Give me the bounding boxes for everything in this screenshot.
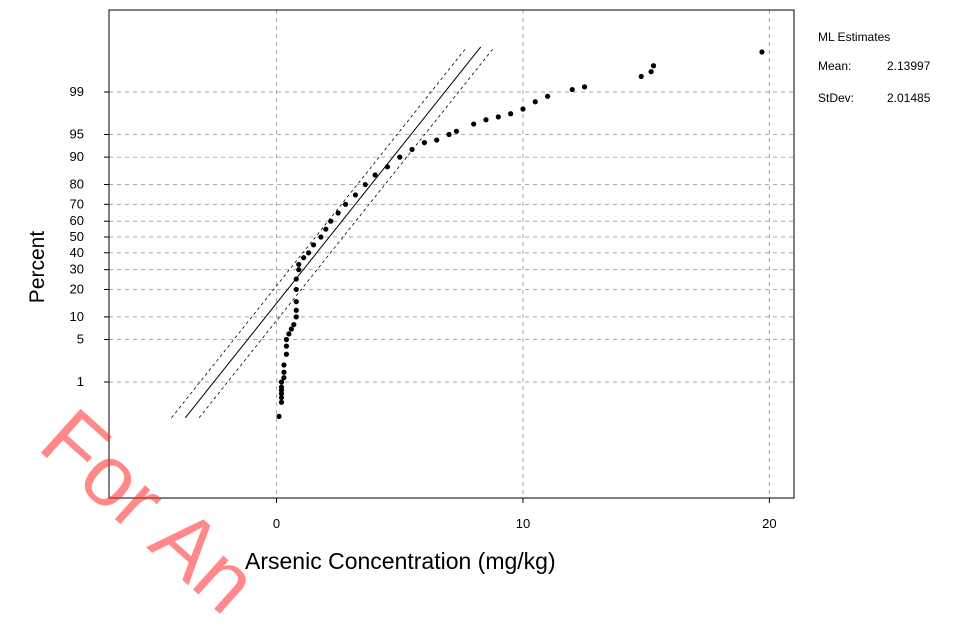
- data-point: [520, 106, 526, 112]
- data-point: [278, 379, 285, 385]
- confidence-band-line: [171, 46, 468, 419]
- plot-frame: [108, 9, 795, 499]
- x-tick-label: 20: [762, 516, 776, 531]
- data-point: [372, 172, 378, 178]
- fit-line: [184, 46, 482, 419]
- data-point: [310, 242, 317, 248]
- data-point: [581, 84, 588, 90]
- y-tick-label: 1: [77, 374, 84, 389]
- y-tick-label: 10: [70, 309, 84, 324]
- data-point: [283, 336, 290, 343]
- data-point: [759, 49, 765, 55]
- data-point: [278, 399, 285, 405]
- y-tick-label: 99: [70, 84, 84, 99]
- y-tick-label: 5: [77, 332, 84, 347]
- data-point: [283, 343, 290, 349]
- data-point: [293, 286, 299, 293]
- data-point: [323, 226, 329, 232]
- data-point: [293, 299, 299, 305]
- data-point: [569, 86, 575, 93]
- data-point: [453, 128, 460, 134]
- x-tick-label: 0: [273, 516, 280, 531]
- data-point: [495, 114, 501, 120]
- data-point: [305, 250, 312, 256]
- data-point: [281, 362, 287, 368]
- data-point: [471, 121, 477, 127]
- y-tick-label: 20: [70, 281, 84, 296]
- probability-plot: 1 5 10 20 30 40 50 60 70 80 90 95 99 0 10 20 Percent Ar…: [23, 9, 960, 632]
- data-point: [446, 131, 452, 138]
- data-point: [532, 99, 538, 105]
- data-point: [288, 326, 294, 332]
- data-point: [291, 321, 297, 328]
- data-point: [384, 164, 391, 170]
- data-point: [293, 276, 299, 282]
- mean-label: Mean:: [818, 59, 852, 73]
- mean-value: 2.13997: [887, 59, 931, 73]
- data-point: [421, 140, 427, 146]
- y-tick-label: 70: [70, 196, 84, 211]
- data-point: [508, 111, 514, 117]
- stdev-label: StDev:: [818, 91, 855, 105]
- y-tick-label: 50: [70, 229, 84, 244]
- data-point: [342, 201, 349, 207]
- data-point: [301, 255, 307, 261]
- x-tick-label: 10: [516, 516, 530, 531]
- data-point: [650, 63, 657, 69]
- data-point: [648, 69, 654, 75]
- ml-estimates-panel: ML Estimates Mean: 2.13997 StDev: 2.0148…: [818, 30, 960, 123]
- data-point: [544, 93, 551, 99]
- data-point: [638, 73, 644, 80]
- data-point: [281, 375, 287, 381]
- stdev-value: 2.01485: [887, 91, 931, 105]
- y-tick-label: 60: [70, 213, 84, 228]
- confidence-band-line: [198, 46, 495, 419]
- data-point: [296, 261, 302, 268]
- data-point: [352, 192, 359, 198]
- data-point: [283, 351, 290, 357]
- data-point: [483, 117, 489, 123]
- data-point: [293, 307, 299, 313]
- data-point: [318, 234, 324, 240]
- data-point: [397, 154, 403, 160]
- data-point: [286, 331, 292, 337]
- data-point: [434, 137, 440, 143]
- data-point: [328, 218, 334, 224]
- data-point: [276, 413, 282, 419]
- mean-row: Mean: 2.13997: [818, 59, 960, 91]
- data-point: [278, 394, 285, 401]
- y-tick-label: 30: [70, 262, 84, 277]
- y-tick-label: 40: [70, 245, 84, 260]
- stdev-row: StDev: 2.01485: [818, 91, 960, 123]
- data-point: [293, 314, 299, 320]
- data-point: [335, 210, 341, 216]
- y-tick-label: 90: [70, 149, 84, 164]
- x-axis-label: Arsenic Concentration (mg/kg): [245, 548, 556, 574]
- y-tick-label: 80: [70, 177, 84, 192]
- data-point: [362, 181, 368, 188]
- ml-estimates-title: ML Estimates: [818, 30, 891, 44]
- data-point: [409, 146, 415, 153]
- y-axis-label: Percent: [26, 230, 50, 304]
- data-point: [281, 369, 287, 375]
- data-point: [278, 384, 285, 390]
- data-point: [296, 267, 302, 273]
- y-tick-label: 95: [70, 126, 84, 141]
